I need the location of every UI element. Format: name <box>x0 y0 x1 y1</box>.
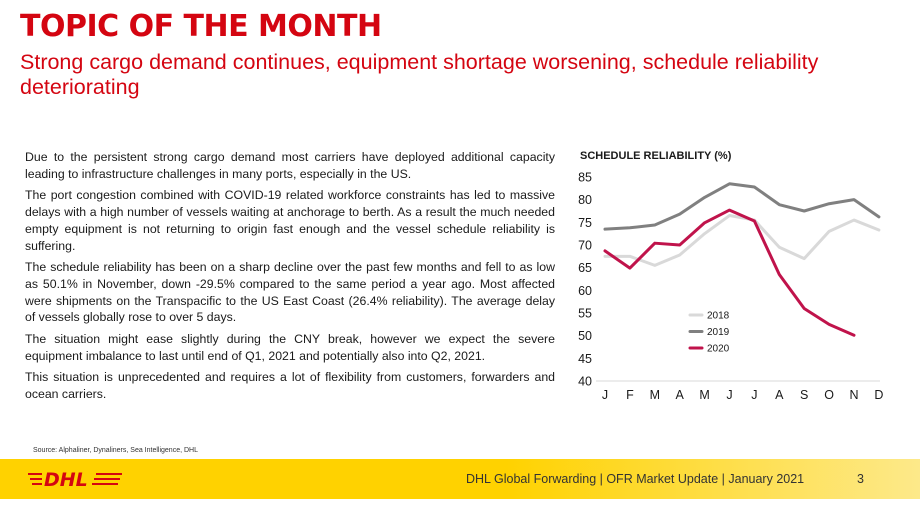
source-note: Source: Alphaliner, Dynaliners, Sea Inte… <box>33 447 198 454</box>
y-tick-label: 65 <box>578 261 592 275</box>
y-tick-label: 50 <box>578 329 592 343</box>
paragraph: The port congestion combined with COVID-… <box>25 188 555 253</box>
body-text: Due to the persistent strong cargo deman… <box>25 149 555 408</box>
y-tick-label: 40 <box>578 375 592 389</box>
page-number: 3 <box>857 472 864 486</box>
y-tick-label: 75 <box>578 216 592 230</box>
x-tick-label: D <box>874 388 883 402</box>
x-tick-label: F <box>626 388 634 402</box>
y-tick-label: 45 <box>578 352 592 366</box>
page-subtitle: Strong cargo demand continues, equipment… <box>20 50 819 99</box>
paragraph: The schedule reliability has been on a s… <box>25 260 555 325</box>
legend-label-2020: 2020 <box>707 344 730 355</box>
page-title: TOPIC OF THE MONTH <box>20 9 382 44</box>
x-tick-label: M <box>650 388 660 402</box>
y-tick-label: 70 <box>578 239 592 253</box>
x-tick-label: J <box>602 388 608 402</box>
y-tick-label: 85 <box>578 171 592 185</box>
paragraph: Due to the persistent strong cargo deman… <box>25 150 555 181</box>
paragraph: The situation might ease slightly during… <box>25 332 555 363</box>
series-line-2018 <box>603 214 881 267</box>
x-tick-label: J <box>751 388 757 402</box>
x-tick-label: A <box>775 388 784 402</box>
x-tick-label: O <box>824 388 834 402</box>
logo-text: DHL <box>44 469 88 489</box>
x-tick-label: S <box>800 388 808 402</box>
chart-title: SCHEDULE RELIABILITY (%) <box>580 150 732 162</box>
x-tick-label: N <box>849 388 858 402</box>
series-line-2020 <box>603 208 856 337</box>
legend-label-2018: 2018 <box>707 311 730 322</box>
x-tick-label: A <box>676 388 685 402</box>
y-tick-label: 60 <box>578 284 592 298</box>
series-line-2019 <box>603 182 881 231</box>
paragraph: This situation is unprecedented and requ… <box>25 370 555 402</box>
x-tick-label: J <box>726 388 732 402</box>
y-tick-label: 55 <box>578 307 592 321</box>
x-tick-label: M <box>699 388 709 402</box>
legend-label-2019: 2019 <box>707 327 730 338</box>
y-tick-label: 80 <box>578 193 592 207</box>
footer-bar: DHL DHL Global Forwarding | OFR Market U… <box>0 459 920 499</box>
footer-text: DHL Global Forwarding | OFR Market Updat… <box>466 472 805 486</box>
dhl-logo: DHL <box>28 469 122 489</box>
